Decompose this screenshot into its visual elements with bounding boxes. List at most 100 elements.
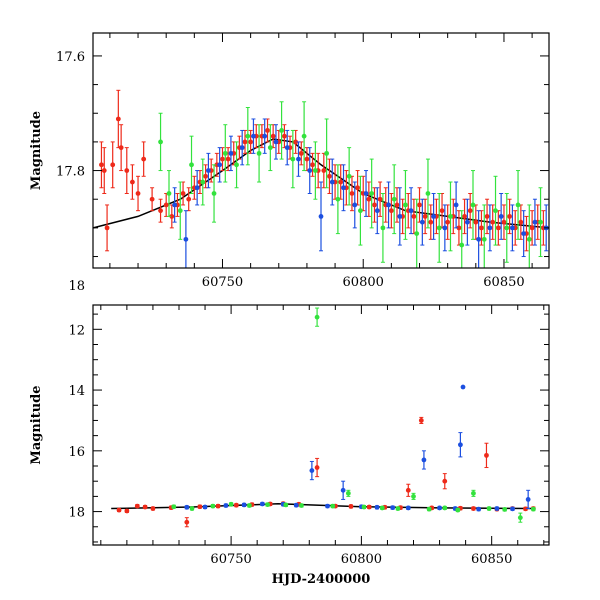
x-tick-label: 60750 [202, 275, 243, 290]
axes-frame [92, 32, 550, 269]
axes-frame [92, 304, 550, 546]
data-point [298, 141, 304, 166]
data-point [484, 442, 489, 469]
data-point [279, 101, 284, 160]
data-point [481, 204, 487, 268]
data-point [395, 506, 401, 511]
data-point [417, 187, 422, 223]
data-point [184, 517, 190, 528]
x-axis-label: HJD-2400000 [272, 572, 371, 587]
data-point [215, 503, 221, 509]
data-point [504, 192, 510, 263]
plot-area [111, 307, 536, 528]
data-point [101, 147, 107, 194]
data-point [296, 141, 301, 177]
data-point [283, 502, 289, 508]
data-point [104, 204, 110, 252]
data-point [202, 504, 208, 510]
data-point [234, 141, 239, 189]
data-point [345, 489, 351, 497]
data-point [150, 506, 156, 511]
data-point [526, 204, 532, 268]
data-point [484, 198, 490, 235]
data-point [189, 135, 194, 194]
data-point [324, 118, 330, 189]
data-point [253, 124, 259, 149]
y-tick-label: 16 [68, 445, 85, 460]
series-0 [99, 89, 546, 252]
data-point [265, 118, 270, 143]
plot-area [93, 89, 549, 268]
data-point [335, 164, 341, 235]
data-point [428, 204, 434, 240]
data-point [134, 503, 140, 509]
data-point [116, 507, 122, 513]
x-tick-label: 60850 [483, 275, 524, 290]
data-point [99, 141, 104, 189]
x-tick-label: 60800 [343, 275, 384, 290]
data-point [340, 480, 346, 500]
data-point [262, 118, 268, 154]
data-point [442, 204, 448, 252]
data-point [355, 170, 360, 206]
data-point [494, 506, 500, 511]
data-point [184, 504, 190, 510]
data-point [301, 101, 307, 172]
data-point [374, 504, 380, 510]
data-point [455, 507, 461, 513]
data-point [200, 158, 206, 206]
data-point [498, 192, 504, 240]
data-point [338, 164, 344, 200]
data-point [158, 198, 163, 223]
data-point [163, 192, 169, 217]
data-point [246, 503, 252, 508]
x-tick-label: 60850 [471, 552, 512, 567]
data-point [501, 204, 507, 240]
data-point [115, 89, 121, 149]
data-point [186, 187, 192, 212]
data-point [523, 506, 528, 512]
data-point [486, 506, 492, 511]
data-point [189, 506, 195, 511]
data-point [453, 181, 459, 229]
data-point [203, 164, 208, 189]
data-point [265, 502, 270, 507]
data-point [206, 152, 211, 189]
data-point [290, 129, 296, 189]
x-tick-label: 60750 [210, 552, 251, 567]
data-point [403, 170, 408, 240]
data-point [515, 170, 521, 240]
data-point [222, 124, 228, 183]
data-point [460, 384, 466, 390]
data-point [467, 192, 473, 229]
data-point [225, 147, 231, 172]
data-point [299, 503, 304, 508]
data-point [118, 124, 124, 172]
data-point [445, 204, 451, 240]
data-point [442, 505, 448, 511]
data-point [394, 187, 400, 223]
data-point [130, 164, 135, 200]
data-point [431, 192, 436, 240]
data-point [530, 506, 536, 512]
data-point [408, 187, 414, 235]
data-point [211, 164, 217, 223]
data-point [518, 204, 524, 240]
data-point [380, 192, 386, 263]
data-point [411, 198, 417, 235]
data-point [366, 504, 372, 510]
data-point [341, 164, 346, 212]
data-point [473, 204, 479, 240]
data-point [426, 506, 432, 512]
data-point [177, 181, 183, 240]
data-point [369, 158, 375, 229]
data-point [197, 504, 203, 510]
data-point [442, 473, 448, 490]
data-point [363, 170, 369, 217]
data-point [390, 505, 396, 511]
data-point [180, 181, 186, 206]
data-point [397, 187, 403, 246]
data-point [476, 210, 482, 268]
y-tick-label: 18 [68, 506, 85, 521]
data-point [314, 457, 320, 478]
